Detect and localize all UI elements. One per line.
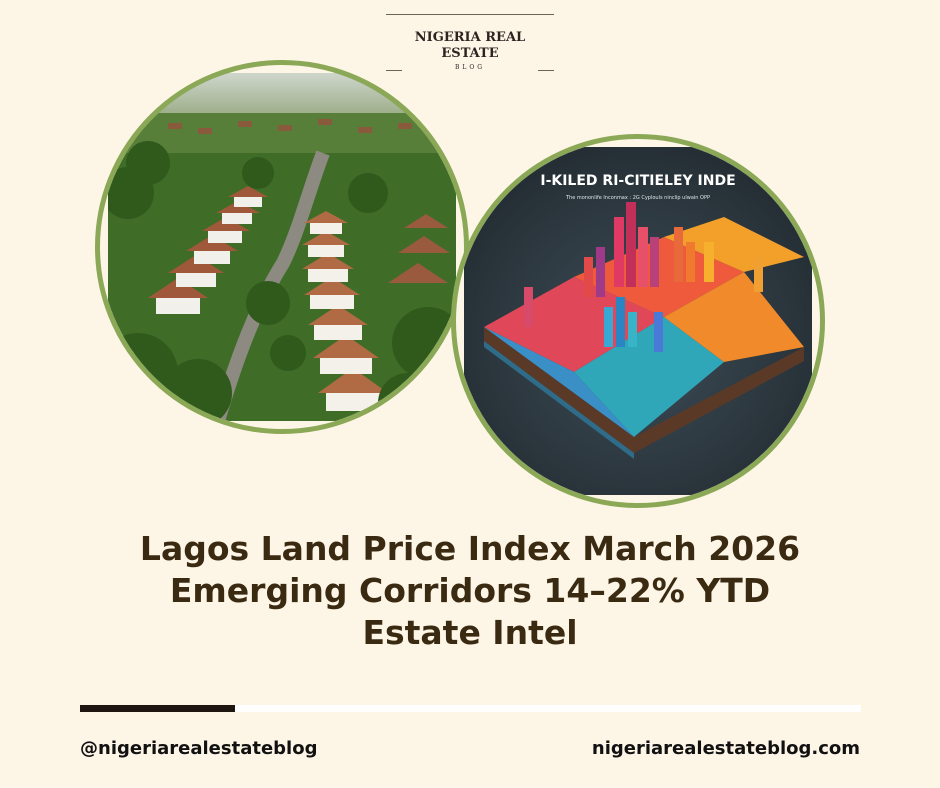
brand-logo: NIGERIA REAL ESTATE BLOG bbox=[386, 14, 554, 71]
aerial-estate-photo bbox=[95, 60, 469, 434]
logo-rule-left bbox=[386, 70, 402, 71]
website-link[interactable]: nigeriarealestateblog.com bbox=[591, 738, 860, 759]
logo-line-2: ESTATE bbox=[441, 46, 499, 61]
city-index-illustration: I-KILED RI-CITIELEY INDE The mononlife l… bbox=[451, 134, 825, 508]
logo-rule-top bbox=[386, 14, 554, 15]
illustration-title: I-KILED RI-CITIELEY INDE bbox=[540, 173, 735, 189]
city-index-map-icon: I-KILED RI-CITIELEY INDE The mononlife l… bbox=[464, 147, 812, 495]
social-handle: @nigeriarealestateblog bbox=[80, 738, 318, 759]
headline-line-3: Estate Intel bbox=[362, 613, 578, 652]
logo-line-1: NIGERIA REAL bbox=[414, 30, 526, 45]
logo-line-3: BLOG bbox=[454, 64, 486, 71]
headline-line-2: Emerging Corridors 14–22% YTD bbox=[169, 571, 771, 610]
divider-accent bbox=[80, 705, 235, 712]
illustration-subtitle: The mononlife lnconmax : 2G Cyplouls nin… bbox=[565, 195, 710, 201]
aerial-estate-photo-icon bbox=[108, 73, 456, 421]
headline: Lagos Land Price Index March 2026 Emergi… bbox=[40, 528, 900, 654]
divider-track bbox=[80, 705, 861, 712]
headline-line-1: Lagos Land Price Index March 2026 bbox=[139, 529, 801, 568]
logo-rule-right bbox=[538, 70, 554, 71]
